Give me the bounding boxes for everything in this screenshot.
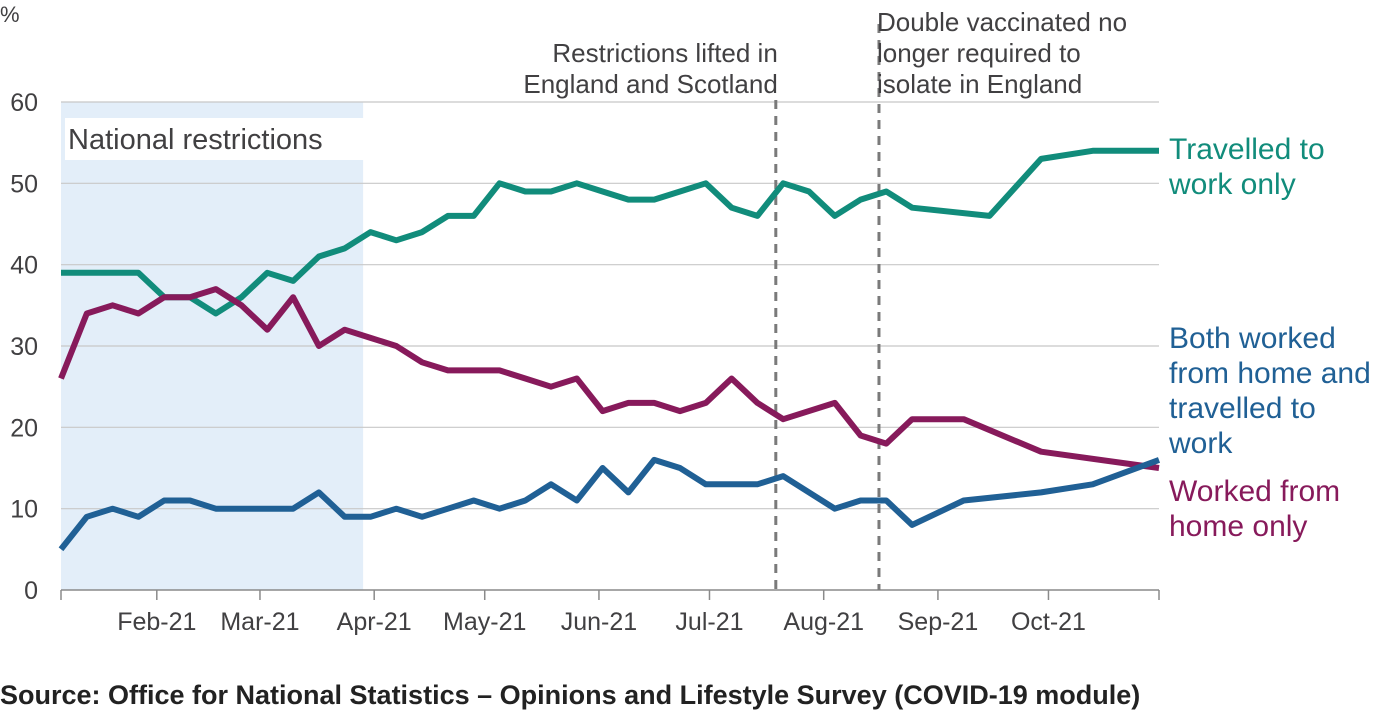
annotation-text: Double vaccinated no	[877, 7, 1127, 37]
x-tick-label: Oct-21	[1011, 608, 1086, 636]
source-note: Source: Office for National Statistics –…	[0, 680, 1141, 710]
annotation-text: England and Scotland	[523, 69, 777, 99]
x-tick-label: Aug-21	[783, 608, 864, 636]
y-tick-label: 20	[10, 414, 38, 442]
x-tick-label: Sep-21	[898, 608, 979, 636]
x-tick-label: Jul-21	[675, 608, 743, 636]
series-label-travelled: Travelled to	[1169, 133, 1325, 166]
series-label-travelled: work only	[1168, 168, 1296, 201]
y-tick-label: 60	[10, 89, 38, 117]
y-tick-label: 0	[24, 577, 38, 605]
x-tick-label: Feb-21	[117, 608, 196, 636]
x-tick-label: Mar-21	[220, 608, 299, 636]
series-label-worked_home: Worked from	[1169, 475, 1340, 508]
x-tick-label: Jun-21	[561, 608, 637, 636]
y-tick-label: 40	[10, 252, 38, 280]
x-tick-label: May-21	[443, 608, 526, 636]
x-tick-label: Apr-21	[337, 608, 412, 636]
series-line-travelled	[61, 147, 1159, 317]
y-tick-label: 10	[10, 496, 38, 524]
series-label-worked_home: home only	[1169, 510, 1307, 543]
shaded-region-label-background	[65, 118, 371, 160]
series-label-both: travelled to	[1169, 392, 1316, 425]
series-label-both: Both worked	[1169, 322, 1336, 355]
shaded-region-label: National restrictions	[68, 124, 323, 156]
y-tick-label: 30	[10, 333, 38, 361]
y-tick-label: 50	[10, 170, 38, 198]
series-line-worked_home	[58, 286, 1160, 471]
annotation-text: longer required to	[877, 38, 1081, 68]
annotation-text: Restrictions lifted in	[552, 38, 777, 68]
series-label-both: work	[1168, 427, 1233, 460]
series-label-both: from home and	[1169, 357, 1371, 390]
annotation-text: isolate in England	[877, 69, 1082, 99]
y-axis-unit: %	[0, 2, 20, 27]
